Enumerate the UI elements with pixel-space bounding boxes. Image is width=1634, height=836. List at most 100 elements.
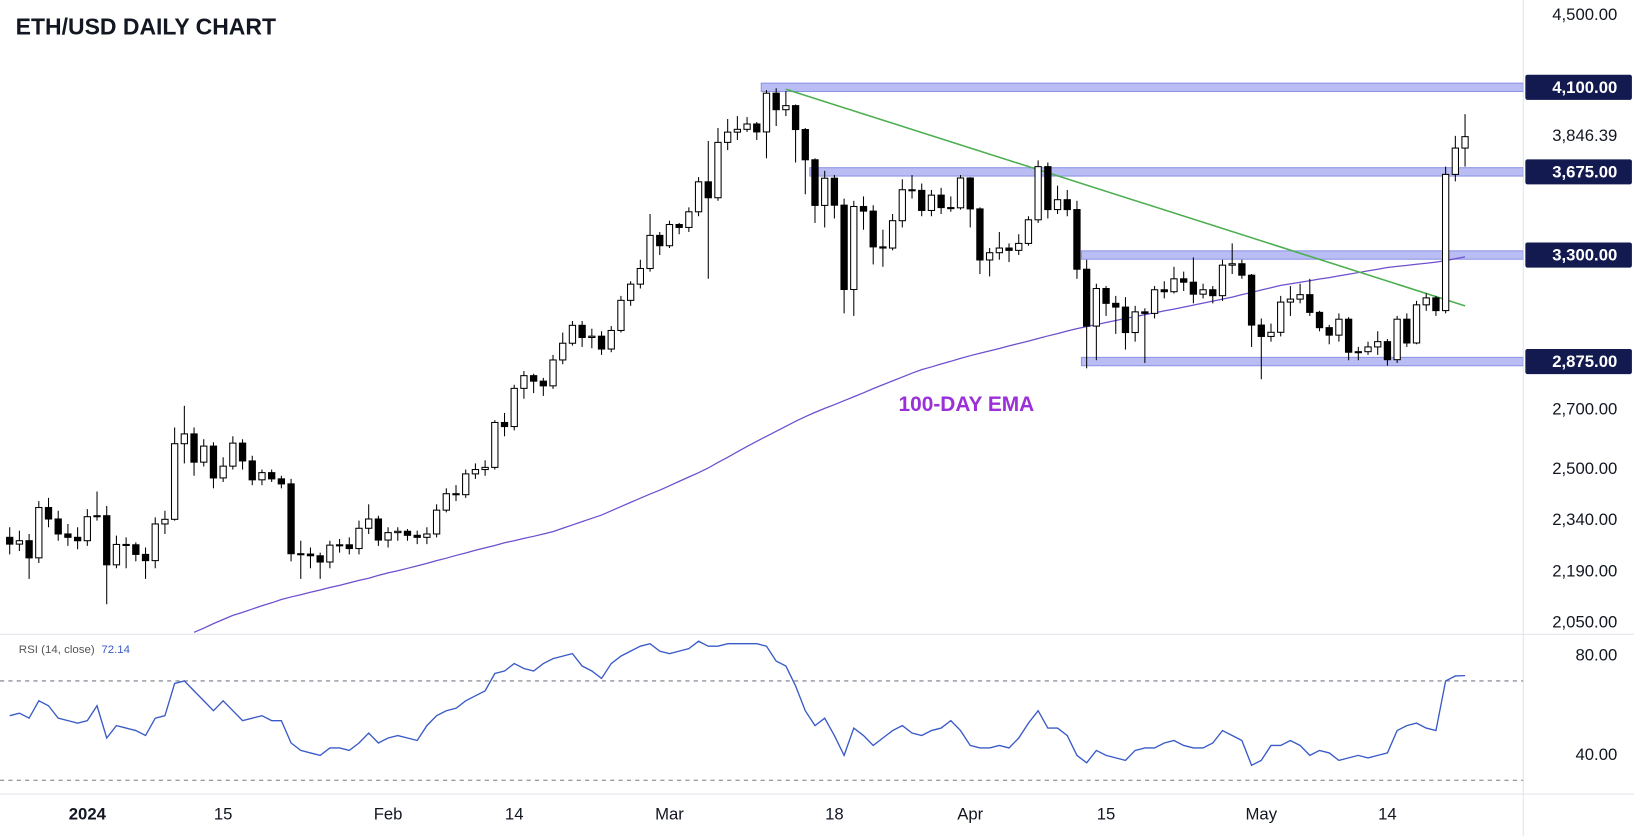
candle-body [1131,311,1139,334]
y-tick-label: 2,340.00 [1552,510,1617,529]
price-panel [6,82,1524,633]
y-tick-label: 2,500.00 [1552,459,1617,478]
candle-body [103,515,111,566]
candle-body [685,211,693,228]
x-tick-label: 14 [505,804,524,823]
trendline [785,88,1466,307]
x-tick-label: 15 [1097,804,1116,823]
candle-body [791,105,800,131]
candle-body [1034,166,1042,221]
candle-body [1344,318,1353,353]
candle-body [161,518,169,525]
x-tick-label: Feb [374,804,403,823]
candle-body [248,460,256,481]
candle-body [462,473,470,496]
candle-body [112,543,121,566]
candle-body [1325,327,1333,336]
candle-body [1073,209,1081,270]
last-price-label: 3,846.39 [1552,126,1617,145]
candle-body [452,493,460,496]
candle-body [510,387,518,428]
candle-body [1451,147,1459,175]
candle-body [1393,318,1401,361]
candle-body [238,442,247,462]
candle-body [811,159,819,206]
candle-body [1063,199,1071,211]
level-label-box [1525,74,1632,100]
candle-body [287,483,295,555]
candle-body [694,181,703,213]
candle-body [44,507,53,520]
chart-title: ETH/USD DAILY CHART [16,13,276,39]
candle-body [73,536,82,542]
candle-body [578,324,586,339]
candle-body [607,329,615,350]
candle-body [1238,263,1246,276]
candle-body [83,516,91,542]
candle-body [549,359,557,387]
candle-body [1005,247,1013,251]
x-tick-label: May [1246,804,1278,823]
candle-body [646,234,654,270]
y-tick-label: 4,500.00 [1552,5,1617,24]
candle-body [423,533,431,538]
candle-body [141,553,150,562]
level-zone [760,82,1524,93]
level-label: 3,300.00 [1552,246,1617,265]
candle-body [704,181,712,199]
candle-body [122,543,130,547]
candle-body [636,267,645,285]
candle-body [869,210,877,248]
ema-annotation: 100-DAY EMA [898,393,1034,416]
candle-body [35,507,43,559]
candle-body [1228,263,1236,266]
candle-body [1257,324,1265,337]
candle-body [345,544,353,550]
candle-body [995,247,1003,254]
candle-body [1218,264,1227,297]
candle-body [64,533,72,538]
candle-body [733,128,742,133]
candle-body [1141,311,1149,314]
candle-body [93,515,101,518]
candle-body [597,335,606,350]
candle-body [617,299,625,332]
candle-body [840,204,848,291]
candle-body [898,189,906,222]
candle-body [908,189,916,192]
candle-body [481,466,489,471]
candle-body [1160,289,1168,293]
candle-body [985,252,994,261]
candle-body [335,544,344,547]
candle-body [229,442,237,467]
candle-body [297,553,305,556]
candle-body [180,433,188,445]
candle-body [442,493,450,511]
candle-body [471,469,480,475]
candle-body [200,445,208,463]
candle-body [665,223,674,247]
candle-body [413,534,421,538]
candle-body [1412,304,1421,344]
candle-body [1315,311,1324,329]
candle-body [830,177,839,206]
candle-body [219,465,227,479]
candle-body [384,532,392,541]
level-label-box [1525,159,1632,185]
level-label-box [1525,349,1632,375]
candle-body [937,194,945,209]
candle-body [520,375,528,389]
candle-body [559,342,567,361]
candle-body [956,177,965,209]
candle-body [277,478,286,485]
candle-body [675,223,683,228]
y-tick-label: 2,050.00 [1552,612,1617,631]
rsi-panel [0,640,1524,781]
candle-body [821,177,829,206]
candle-body [626,283,635,301]
candle-body [1267,331,1275,337]
candle-body [258,472,266,481]
candle-body [500,421,509,428]
